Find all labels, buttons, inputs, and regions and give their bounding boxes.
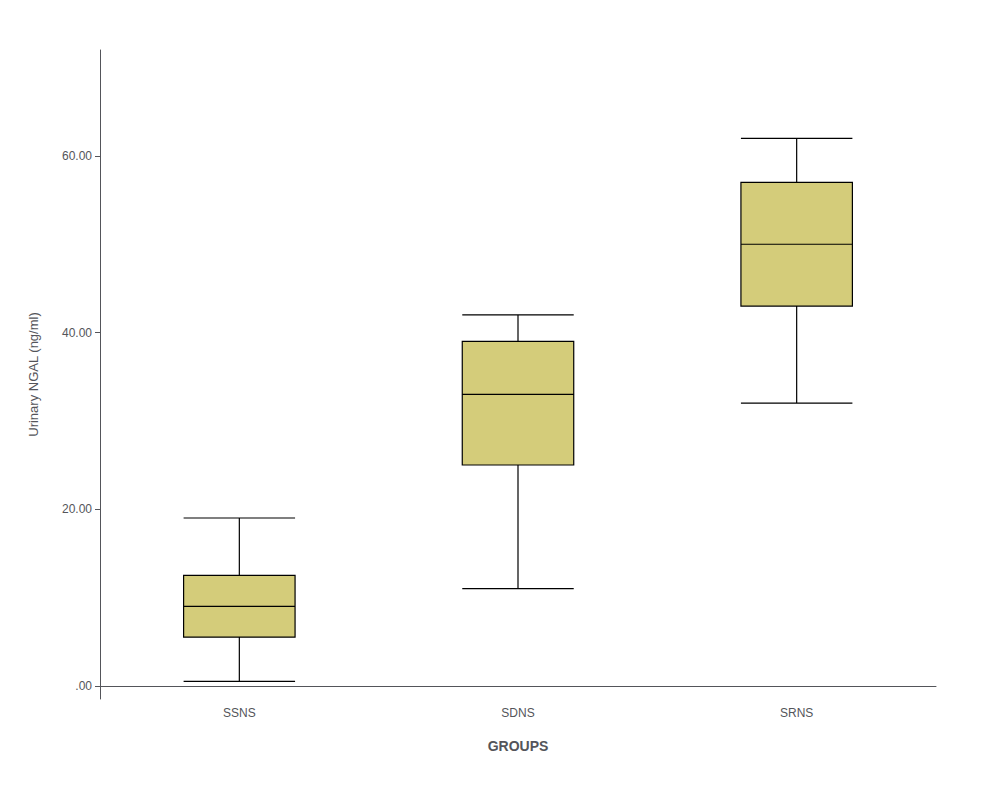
svg-text:SRNS: SRNS <box>780 706 813 720</box>
svg-text:.00: .00 <box>75 679 92 693</box>
svg-text:Urinary NGAL (ng/ml): Urinary NGAL (ng/ml) <box>26 312 41 436</box>
svg-text:20.00: 20.00 <box>62 502 92 516</box>
svg-text:GROUPS: GROUPS <box>488 738 549 754</box>
svg-text:60.00: 60.00 <box>62 149 92 163</box>
svg-text:SSNS: SSNS <box>223 706 256 720</box>
svg-text:40.00: 40.00 <box>62 326 92 340</box>
svg-text:SDNS: SDNS <box>501 706 534 720</box>
